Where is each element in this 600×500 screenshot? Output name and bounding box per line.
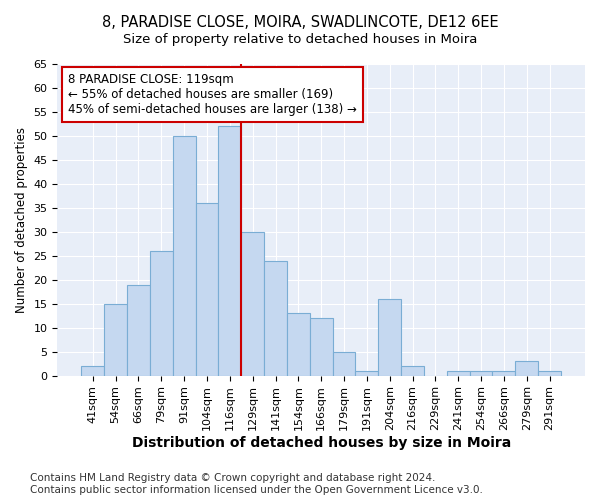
Bar bbox=[447, 371, 470, 376]
Text: Size of property relative to detached houses in Moira: Size of property relative to detached ho… bbox=[123, 34, 477, 46]
Y-axis label: Number of detached properties: Number of detached properties bbox=[15, 127, 28, 313]
Bar bbox=[355, 371, 379, 376]
Bar bbox=[379, 299, 401, 376]
Bar bbox=[104, 304, 127, 376]
X-axis label: Distribution of detached houses by size in Moira: Distribution of detached houses by size … bbox=[131, 436, 511, 450]
Bar bbox=[150, 251, 173, 376]
Bar bbox=[264, 260, 287, 376]
Bar bbox=[310, 318, 332, 376]
Bar bbox=[287, 314, 310, 376]
Text: Contains HM Land Registry data © Crown copyright and database right 2024.
Contai: Contains HM Land Registry data © Crown c… bbox=[30, 474, 483, 495]
Bar bbox=[127, 284, 150, 376]
Bar bbox=[82, 366, 104, 376]
Bar bbox=[538, 371, 561, 376]
Bar bbox=[241, 232, 264, 376]
Bar bbox=[515, 361, 538, 376]
Bar bbox=[173, 136, 196, 376]
Text: 8 PARADISE CLOSE: 119sqm
← 55% of detached houses are smaller (169)
45% of semi-: 8 PARADISE CLOSE: 119sqm ← 55% of detach… bbox=[68, 74, 357, 116]
Bar bbox=[196, 203, 218, 376]
Bar bbox=[218, 126, 241, 376]
Bar bbox=[470, 371, 493, 376]
Bar bbox=[493, 371, 515, 376]
Bar bbox=[332, 352, 355, 376]
Text: 8, PARADISE CLOSE, MOIRA, SWADLINCOTE, DE12 6EE: 8, PARADISE CLOSE, MOIRA, SWADLINCOTE, D… bbox=[101, 15, 499, 30]
Bar bbox=[401, 366, 424, 376]
